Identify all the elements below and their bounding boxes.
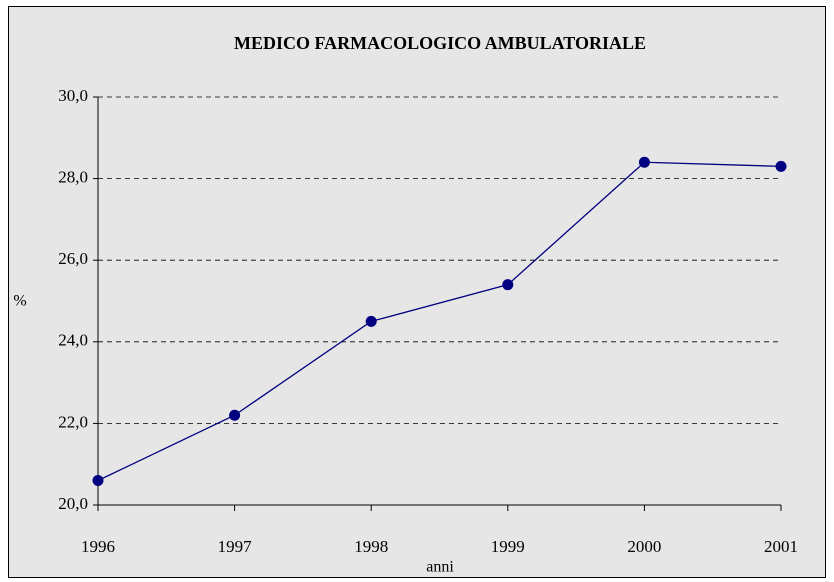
y-tick-label: 22,0 [58,412,88,431]
data-point [775,160,787,172]
chart-title: MEDICO FARMACOLOGICO AMBULATORIALE [234,33,646,53]
x-axis-label: anni [426,559,454,576]
data-point [502,279,514,291]
x-tick-label: 2000 [627,537,661,556]
data-line [97,161,782,482]
chart-background [8,6,826,578]
x-tick-label: 1998 [354,537,388,556]
data-point [365,315,377,327]
x-tick-label: 1999 [491,537,525,556]
x-tick-label: 2001 [764,537,798,556]
x-tick-label: 1996 [81,537,115,556]
y-tick-label: 24,0 [58,331,88,350]
y-tick-label: 20,0 [58,494,88,513]
y-tick-label: 28,0 [58,168,88,187]
x-tick-label: 1997 [218,537,253,556]
y-axis-label: % [13,293,26,310]
data-point [229,409,241,421]
data-point [92,475,104,487]
data-point [638,156,650,168]
y-tick-label: 30,0 [58,86,88,105]
y-tick-label: 26,0 [58,249,88,268]
